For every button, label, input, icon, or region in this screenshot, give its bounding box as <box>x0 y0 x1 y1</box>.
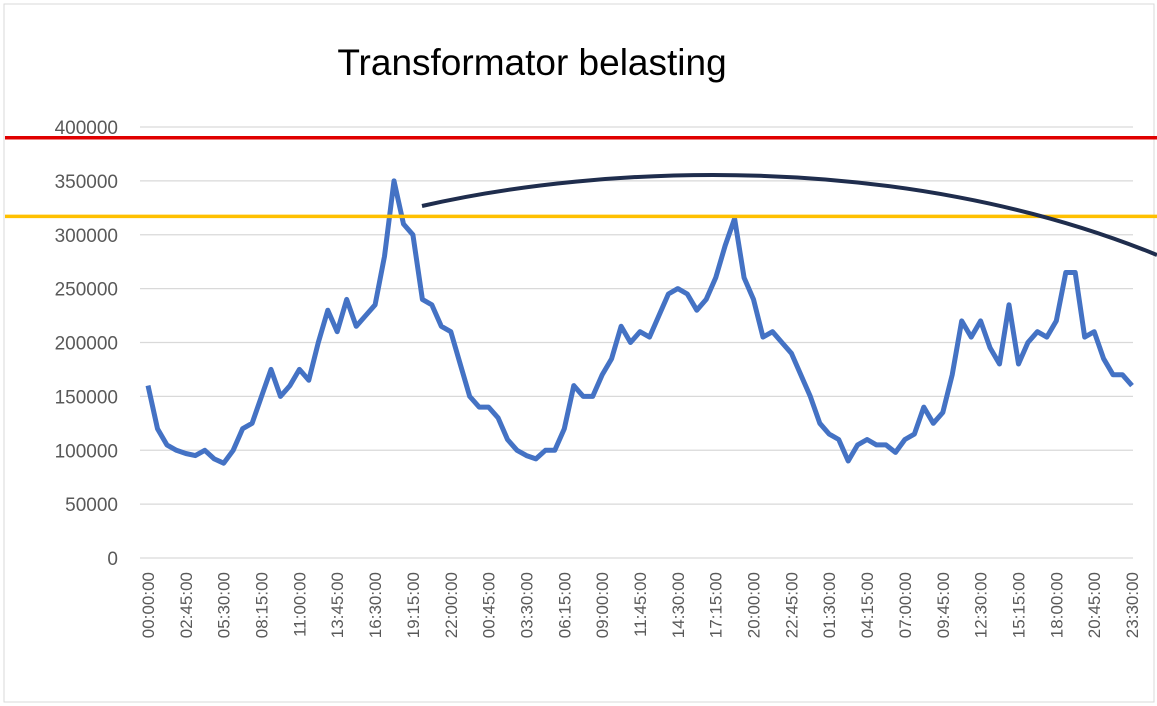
chart-frame <box>3 3 1155 703</box>
x-tick-label: 07:00:00 <box>896 572 915 638</box>
x-tick-label: 20:00:00 <box>745 572 764 638</box>
x-tick-label: 00:00:00 <box>139 572 158 638</box>
x-tick-label: 15:15:00 <box>1009 572 1028 638</box>
x-tick-label: 12:30:00 <box>972 572 991 638</box>
y-tick-label: 50000 <box>65 495 118 516</box>
x-tick-label: 00:45:00 <box>480 572 499 638</box>
x-tick-label: 11:00:00 <box>290 572 309 637</box>
x-tick-label: 13:45:00 <box>328 572 347 638</box>
y-tick-label: 400000 <box>55 118 118 139</box>
y-tick-label: 250000 <box>55 280 118 301</box>
x-tick-label: 01:30:00 <box>820 572 839 638</box>
x-tick-label: 08:15:00 <box>253 572 272 638</box>
y-tick-label: 300000 <box>55 226 118 247</box>
x-tick-label: 20:45:00 <box>1085 572 1104 638</box>
y-tick-label: 350000 <box>55 172 118 193</box>
chart-title: Transformator belasting <box>337 42 726 83</box>
x-tick-label: 16:30:00 <box>366 572 385 638</box>
x-tick-label: 19:15:00 <box>404 572 423 638</box>
x-tick-label: 09:45:00 <box>934 572 953 638</box>
y-tick-label: 0 <box>107 549 118 570</box>
x-tick-label: 05:30:00 <box>215 572 234 638</box>
x-tick-label: 02:45:00 <box>177 572 196 638</box>
annotation-curve <box>421 173 1157 257</box>
x-tick-label: 18:00:00 <box>1047 572 1066 638</box>
x-tick-label: 06:15:00 <box>555 572 574 638</box>
data-line <box>145 178 1134 466</box>
y-tick-label: 150000 <box>55 387 118 408</box>
x-tick-label: 22:00:00 <box>442 572 461 638</box>
x-tick-label: 11:45:00 <box>631 572 650 637</box>
x-tick-label: 04:15:00 <box>858 572 877 638</box>
x-tick-label: 22:45:00 <box>782 572 801 638</box>
x-tick-label: 09:00:00 <box>593 572 612 638</box>
x-tick-label: 23:30:00 <box>1123 572 1142 638</box>
x-tick-label: 03:30:00 <box>517 572 536 638</box>
x-tick-label: 14:30:00 <box>669 572 688 638</box>
x-tick-label: 17:15:00 <box>707 572 726 638</box>
y-tick-label: 100000 <box>55 441 118 462</box>
y-tick-label: 200000 <box>55 334 118 355</box>
